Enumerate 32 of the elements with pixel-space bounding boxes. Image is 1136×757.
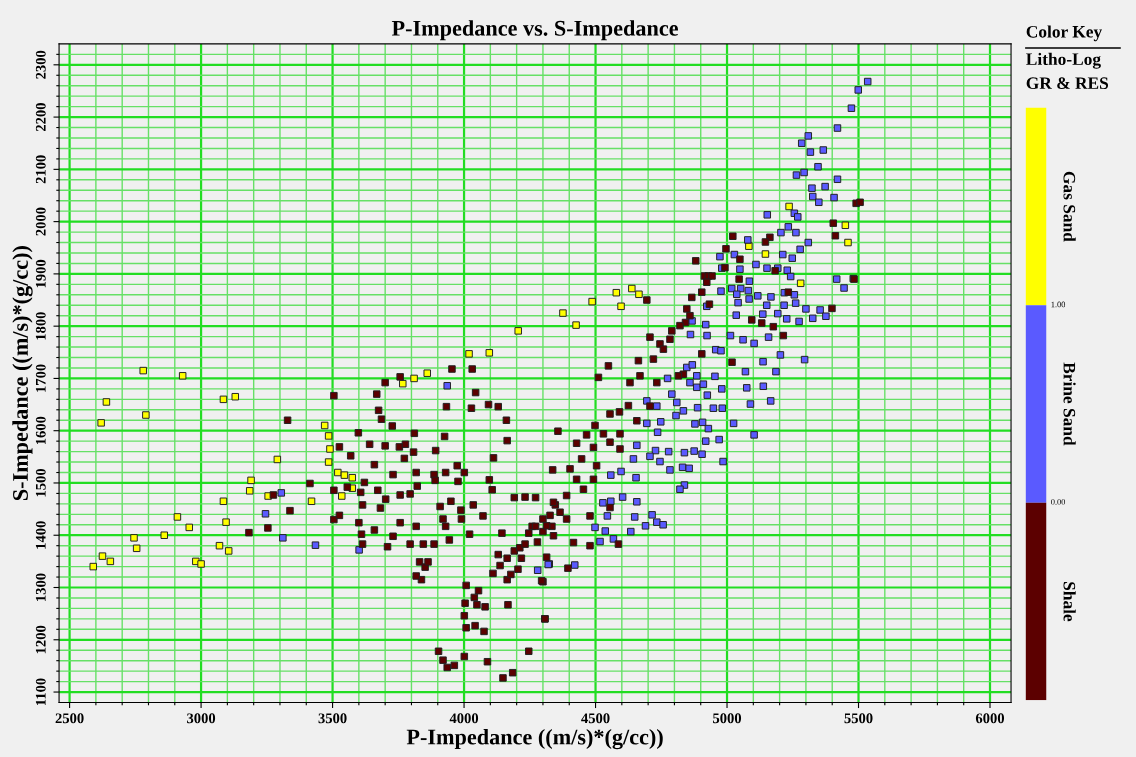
y-tick-label: 1800	[35, 312, 46, 340]
x-tick-label: 3000	[187, 713, 216, 724]
x-tick-label: 4500	[581, 713, 610, 724]
y-tick-label: 1200	[35, 625, 46, 654]
y-tick-label: 1300	[35, 573, 46, 601]
text: Gas Sand	[1063, 171, 1076, 242]
x-axis-title: P-Impedance ((m/s)*(g/cc))	[406, 728, 663, 750]
chart-title: P-Impedance vs. S-Impedance	[391, 20, 678, 41]
y-tick-label: 1600	[35, 416, 46, 445]
text: 1.00	[1051, 301, 1066, 308]
y-tick-label: 2200	[35, 103, 46, 132]
y-tick-label: 2300	[35, 50, 46, 79]
y-tick-label: 2100	[35, 155, 46, 184]
text: Shale	[1063, 582, 1076, 622]
x-tick-label: 4000	[449, 713, 479, 724]
x-tick-label: 3500	[318, 713, 347, 724]
y-tick-label: 1700	[35, 364, 46, 392]
text: Litho-Log	[1026, 52, 1101, 69]
text: 0.00	[1051, 499, 1066, 505]
y-tick-label: 1500	[35, 468, 46, 497]
y-axis-title: S-Impedance ((m/s)*(g/cc))	[12, 246, 33, 501]
x-tick-label: 6000	[975, 713, 1005, 724]
x-tick-label: 2500	[55, 713, 84, 724]
x-tick-label: 5500	[844, 713, 873, 724]
x-tick-label: 5000	[713, 713, 742, 724]
text: GR & RES	[1026, 77, 1109, 90]
y-tick-label: 2000	[35, 207, 46, 236]
y-tick-label: 1900	[35, 259, 46, 288]
legend-title: Color Key	[1026, 25, 1102, 42]
y-tick-label: 1400	[35, 521, 46, 549]
text: Brine Sand	[1063, 362, 1076, 446]
y-tick-label: 1100	[35, 678, 46, 706]
